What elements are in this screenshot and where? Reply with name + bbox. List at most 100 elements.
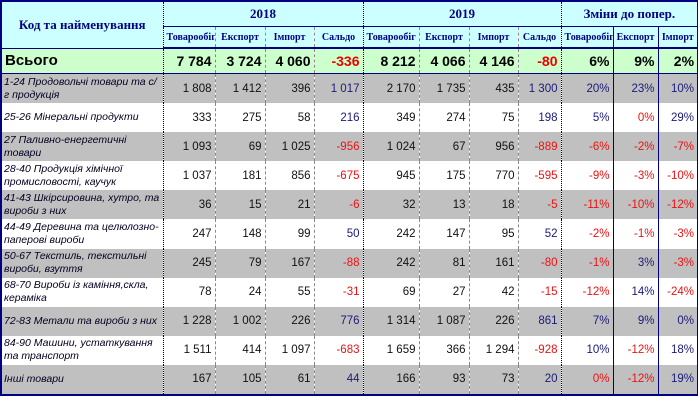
table-row: 28-40 Продукція хімічної промисловості, … [1,161,698,191]
cell-turnover-2019: 166 [363,364,420,396]
cell-export-change: 14% [613,277,659,307]
table-row: 25-26 Мінеральні продукти 333 275 58 216 349 2… [1,103,698,133]
cell-balance-2019: 861 [518,306,562,336]
cell-import-2019: 1 294 [469,335,519,365]
cell-balance-2019: -5 [518,190,562,220]
table-row: 1-24 Продовольчі товари та с/г продукція… [1,73,698,104]
cell-export-2019: 13 [419,190,470,220]
cell-import-change: 0% [658,306,698,336]
cell-balance-2018: -6 [314,190,364,220]
cell-balance-2019: 1 300 [518,73,562,104]
total-export-2018: 3 724 [215,48,266,74]
table-row: 68-70 Вироби із каміння,скла, кераміка 78… [1,277,698,307]
cell-export-2019: 274 [419,103,470,133]
cell-turnover-2019: 242 [363,219,420,249]
cell-turnover-2018: 1 228 [163,306,216,336]
cell-balance-2018: -31 [314,277,364,307]
column-header-balance-2018: Сальдо [314,26,364,49]
cell-import-change: -7% [658,132,698,162]
total-turnover-2018: 7 784 [163,48,216,74]
cell-turnover-2018: 167 [163,364,216,396]
total-import-2019: 4 146 [469,48,519,74]
cell-turnover-2019: 1 659 [363,335,420,365]
cell-import-2018: 58 [265,103,315,133]
column-header-turnover-change: Товарообіг [561,26,614,49]
cell-import-2018: 167 [265,248,315,278]
cell-balance-2018: -683 [314,335,364,365]
cell-import-2018: 1 097 [265,335,315,365]
row-name: 41-43 Шкірсировина, хутро, та вироби з н… [1,190,164,220]
row-name: 50-67 Текстиль, текстильні вироби, взутт… [1,248,164,278]
cell-turnover-2018: 1 808 [163,73,216,104]
column-header-turnover-2018: Товарообіг [163,26,216,49]
total-row: Всього 7 784 3 724 4 060 -336 8 212 4 066 4 146… [1,48,698,74]
cell-import-2019: 770 [469,161,519,191]
cell-export-2018: 1 002 [215,306,266,336]
row-name: 72-83 Метали та вироби з них [1,306,164,336]
cell-turnover-2019: 1 024 [363,132,420,162]
column-header-import-2019: Імпорт [469,26,519,49]
cell-import-change: -10% [667,169,695,182]
row-name: 68-70 Вироби із каміння,скла, кераміка [1,277,164,307]
cell-balance-2018: -88 [314,248,364,278]
cell-export-change: -12% [613,364,659,396]
cell-import-2018: 55 [265,277,315,307]
cell-export-change: 0% [613,103,659,133]
cell-import-2018: 1 025 [265,132,315,162]
cell-export-change: -2% [613,132,659,162]
cell-import-2019: 75 [469,103,519,133]
cell-import-2019: 956 [469,132,519,162]
cell-turnover-change: -12% [561,277,614,307]
cell-import-2019: 435 [469,73,519,104]
cell-turnover-change: 7% [561,306,614,336]
cell-turnover-change: -2% [561,219,614,249]
cell-balance-2019: -889 [518,132,562,162]
cell-turnover-2018: 1 511 [163,335,216,365]
cell-balance-2019: -80 [518,248,562,278]
cell-export-change: -10% [613,190,659,220]
column-header-balance-2019: Сальдо [518,26,562,49]
cell-turnover-2018: 36 [163,190,216,220]
cell-balance-2019: -928 [518,335,562,365]
cell-balance-2019: -595 [518,161,562,191]
cell-export-2018: 275 [215,103,266,133]
group-header-2019: 2019 [363,1,562,27]
column-header-import-2018: Імпорт [265,26,315,49]
cell-turnover-2019: 242 [363,248,420,278]
row-name: 44-49 Деревина та целюлозно-паперові вир… [1,219,164,249]
cell-export-change: -3% [613,161,659,191]
row-name: Інші товари [1,364,164,396]
name-column-header: Код та найменування [1,1,164,49]
cell-export-2018: 1 412 [215,73,266,104]
cell-export-2019: 67 [419,132,470,162]
cell-import-change: -24% [667,286,695,299]
cell-turnover-change: 10% [561,335,614,365]
total-label: Всього [1,48,164,74]
cell-export-change: 3% [613,248,659,278]
cell-import-2019: 73 [469,364,519,396]
cell-turnover-2018: 245 [163,248,216,278]
cell-export-2019: 93 [419,364,470,396]
cell-turnover-change: -6% [561,132,614,162]
cell-turnover-2018: 333 [163,103,216,133]
total-balance-2018: -336 [314,48,364,74]
cell-export-2018: 105 [215,364,266,396]
total-export-change: 9% [613,48,659,74]
cell-import-change: -3% [658,248,698,278]
cell-import-2018: 226 [265,306,315,336]
cell-import-2018: 396 [265,73,315,104]
total-turnover-change: 6% [561,48,614,74]
cell-import-change: 10% [658,73,698,104]
cell-turnover-change: -1% [561,248,614,278]
cell-export-2019: 175 [419,161,470,191]
cell-export-2018: 414 [215,335,266,365]
total-import-change: 2% [658,48,698,74]
cell-import-change: -3% [673,228,695,241]
cell-balance-2018: 216 [314,103,364,133]
trade-table: Код та найменування 2018 2019 Зміни до п… [0,0,698,397]
cell-export-2018: 148 [215,219,266,249]
cell-turnover-change: -9% [561,161,614,191]
cell-import-2018: 21 [265,190,315,220]
cell-import-change: 19% [658,364,698,396]
row-name: 1-24 Продовольчі товари та с/г продукція [1,73,164,104]
